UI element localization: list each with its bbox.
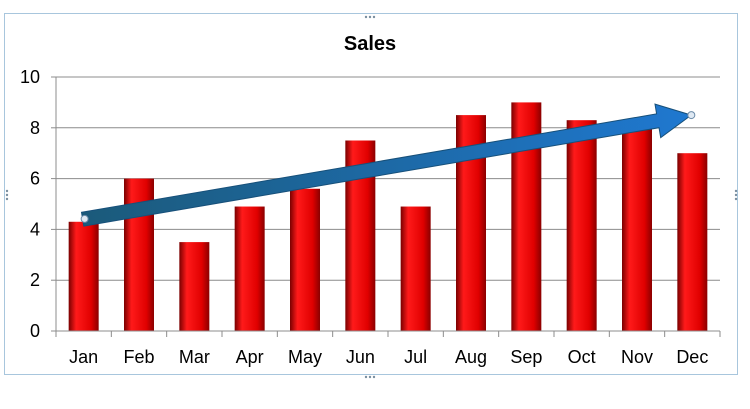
y-tick-label: 4	[30, 219, 40, 239]
x-tick-label: Aug	[455, 347, 487, 367]
x-tick-labels: Jan Feb Mar Apr May Jun Jul Aug Sep Oct Nov Dec	[69, 347, 708, 367]
x-tick-label: Apr	[236, 347, 264, 367]
y-tick-labels: 0 2 4 6 8 10	[20, 67, 40, 341]
frame-handles	[5, 15, 738, 379]
y-tick-label: 10	[20, 67, 40, 87]
bar-mar	[179, 242, 210, 331]
x-tick-label: Mar	[179, 347, 210, 367]
x-tick-label: Oct	[568, 347, 596, 367]
bar-series	[68, 102, 708, 332]
trend-arrow-shape	[80, 103, 693, 227]
x-tick-label: Jul	[404, 347, 427, 367]
x-tick-label: Nov	[621, 347, 653, 367]
gridlines	[56, 76, 720, 281]
arrow-start-handle	[80, 214, 89, 223]
y-tick-label: 6	[30, 169, 40, 189]
bar-may	[290, 188, 320, 331]
chart-frame[interactable]	[4, 13, 738, 375]
chart-title: Sales	[344, 33, 396, 55]
bar-nov	[622, 127, 652, 331]
x-tick-label: Feb	[123, 347, 154, 367]
trend-arrow[interactable]	[80, 103, 696, 227]
y-tick-label: 2	[30, 270, 40, 290]
y-tick-label: 8	[30, 118, 40, 138]
bar-oct	[566, 120, 597, 332]
bar-dec	[677, 153, 708, 331]
bar-apr	[234, 206, 265, 331]
x-tick-label: Dec	[676, 347, 708, 367]
arrow-end-handle	[687, 111, 696, 120]
x-tick-label: May	[288, 347, 322, 367]
bar-jul	[400, 206, 431, 331]
x-tick-label: Jan	[69, 347, 98, 367]
x-tick-label: Sep	[510, 347, 542, 367]
y-tick-label: 0	[30, 321, 40, 341]
axes	[51, 76, 721, 337]
bar-jan	[68, 221, 99, 331]
x-tick-label: Jun	[346, 347, 375, 367]
